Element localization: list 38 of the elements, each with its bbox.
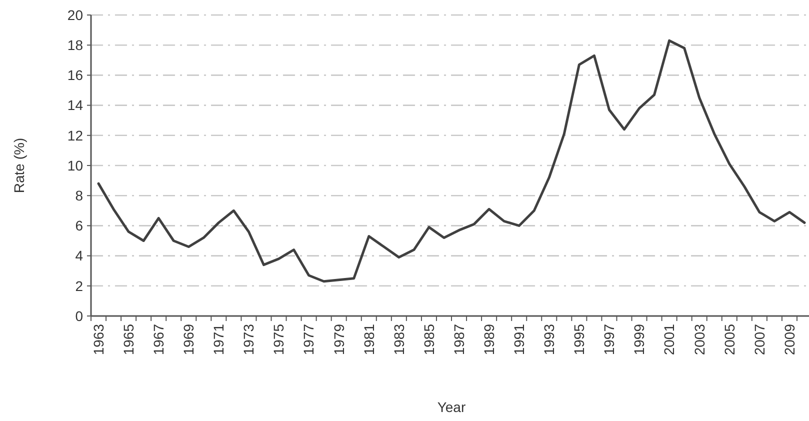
y-tick-label: 20	[67, 6, 84, 23]
x-tick-label: 1991	[510, 324, 527, 356]
x-tick-label: 1987	[450, 324, 467, 356]
x-tick-label: 1977	[300, 324, 317, 356]
x-tick-label: 2003	[691, 324, 708, 356]
x-axis-title: Year	[437, 399, 466, 415]
x-tick-label: 1975	[270, 324, 287, 356]
x-tick-label: 1999	[631, 324, 648, 356]
x-tick-label: 1995	[571, 324, 588, 356]
x-tick-label: 1979	[330, 324, 347, 356]
y-axis-title: Rate (%)	[11, 138, 27, 194]
x-tick-label: 1973	[240, 324, 257, 356]
y-tick-label: 4	[75, 248, 84, 264]
x-tick-label: 1965	[120, 324, 136, 356]
x-tick-label: 1997	[601, 324, 618, 356]
x-tick-label: 1981	[360, 324, 377, 356]
y-tick-label: 8	[75, 188, 84, 204]
x-tick-label: 1967	[150, 324, 166, 356]
y-tick-label: 6	[75, 218, 84, 234]
y-tick-label: 2	[75, 278, 84, 294]
x-tick-label: 1993	[541, 324, 558, 356]
y-tick-label: 12	[67, 127, 84, 144]
x-tick-label: 1963	[90, 324, 106, 356]
y-tick-label: 10	[67, 157, 84, 174]
x-tick-label: 1983	[390, 324, 407, 356]
y-tick-label: 16	[67, 67, 84, 84]
x-tick-label: 1969	[180, 324, 197, 356]
x-tick-label: 2005	[721, 324, 738, 356]
y-tick-label: 18	[67, 37, 84, 53]
y-tick-label: 14	[67, 97, 84, 114]
x-tick-label: 2007	[751, 324, 768, 356]
x-tick-label: 2001	[661, 324, 678, 356]
x-tick-label: 2009	[781, 324, 798, 356]
x-tick-label: 1985	[420, 324, 437, 356]
x-tick-label: 1971	[210, 324, 227, 356]
line-series	[97, 39, 806, 283]
x-tick-label: 1989	[480, 324, 497, 356]
y-tick-label: 0	[75, 308, 84, 324]
